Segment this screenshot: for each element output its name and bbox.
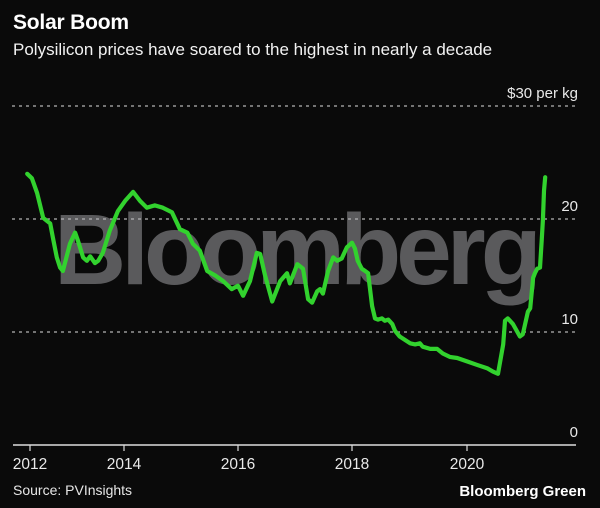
x-tick-label: 2012 [13,456,47,473]
x-tick-label: 2018 [335,456,369,473]
y-tick-label: 20 [561,198,578,215]
bloomberg-watermark: Bloomberg [54,194,542,306]
polysilicon-price-line [25,171,548,376]
chart-title: Solar Boom [13,11,129,34]
brand-signature: Bloomberg Green [459,483,586,500]
y-tick-label: $30 per kg [507,85,578,102]
x-tick-label: 2014 [107,456,142,473]
y-tick-label: 0 [570,424,578,441]
x-tick-label: 2020 [450,456,485,473]
source-note: Source: PVInsights [13,482,133,498]
chart-header: Solar Boom Polysilicon prices have soare… [13,10,492,60]
x-tick-label: 2016 [221,456,255,473]
y-tick-label: 10 [561,311,578,328]
chart-subtitle: Polysilicon prices have soared to the hi… [13,40,493,60]
chart-footer: Source: PVInsights Bloomberg Green [0,478,600,508]
